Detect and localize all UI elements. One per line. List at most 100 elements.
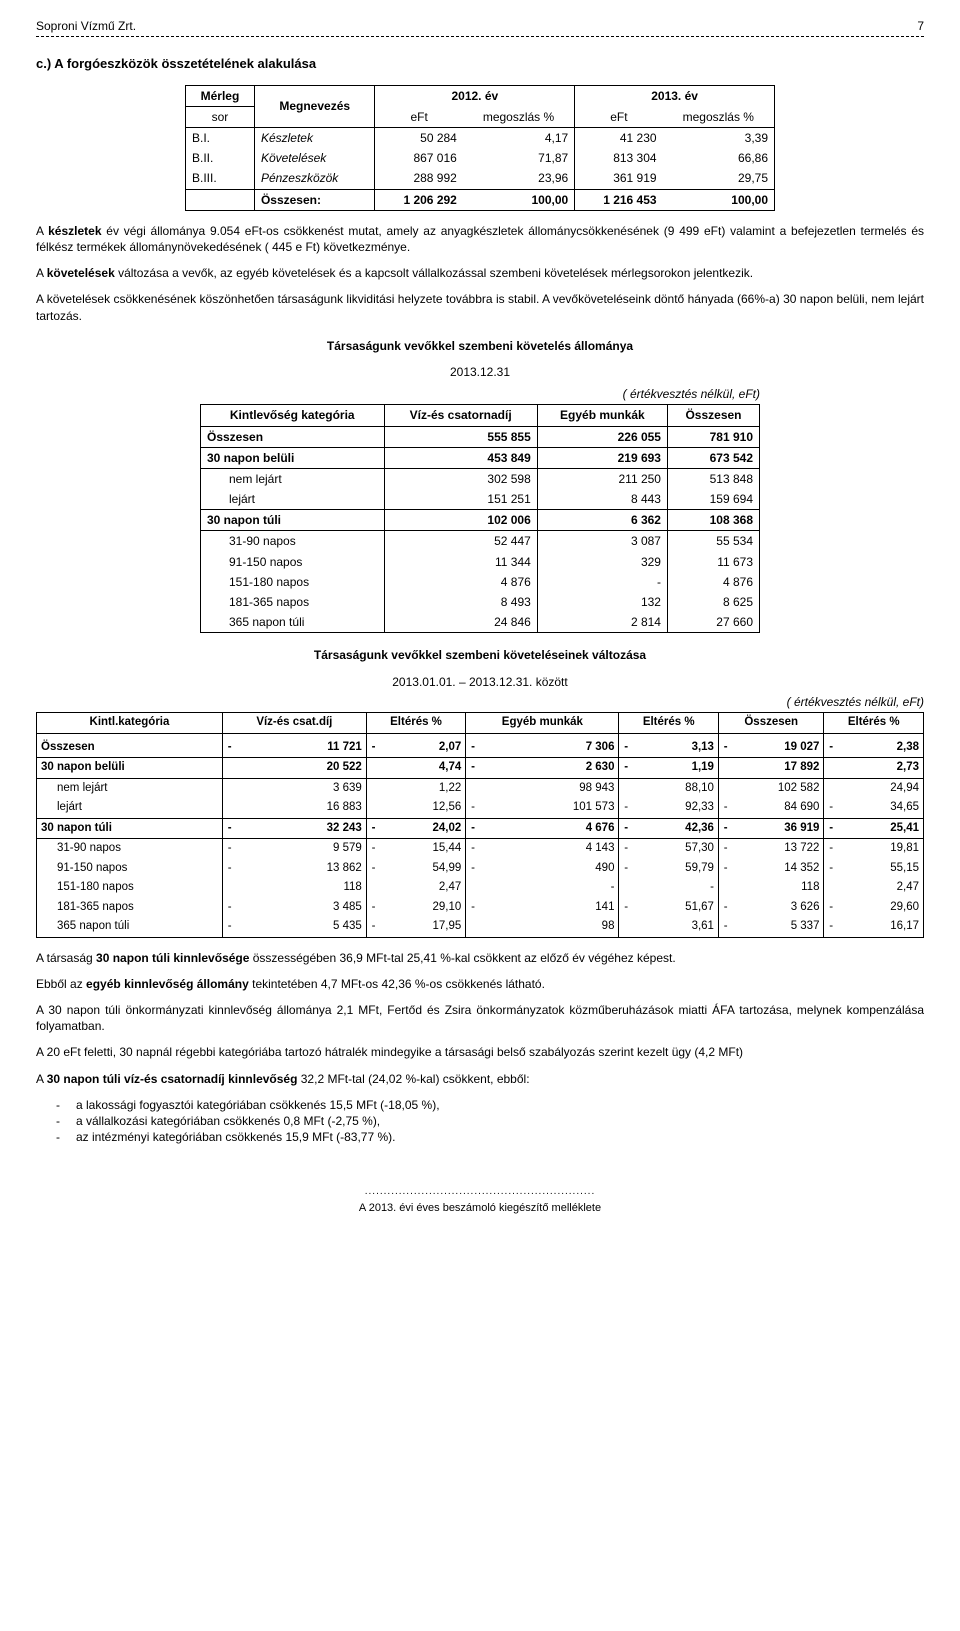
t1-name: Készletek <box>254 128 375 149</box>
bullet-item: a vállalkozási kategóriában csökkenés 0,… <box>76 1113 924 1129</box>
t2-lbl: nem lejárt <box>201 468 385 489</box>
bullet-item: a lakossági fogyasztói kategóriában csök… <box>76 1097 924 1113</box>
table2-wrap: ( értékvesztés nélkül, eFt) Kintlevőség … <box>200 386 760 633</box>
para3: A követelések csökkenésének köszönhetően… <box>36 291 924 323</box>
t2-b: 132 <box>537 592 667 612</box>
para2-bold: követelések <box>47 266 115 280</box>
t2-c: 4 876 <box>667 572 759 592</box>
t1-b: 23,96 <box>463 168 575 189</box>
t1-key: B.II. <box>186 148 255 168</box>
table1: Mérleg Megnevezés 2012. év 2013. év sor … <box>185 85 775 211</box>
t3-title: Társaságunk vevőkkel szembeni követelése… <box>36 647 924 663</box>
t3-h: Egyéb munkák <box>466 712 619 733</box>
t1-b: 4,17 <box>463 128 575 149</box>
t1-d: 29,75 <box>663 168 775 189</box>
t1-h-s1: eFt <box>375 106 463 127</box>
para7: A 20 eFt feletti, 30 napnál régebbi kate… <box>36 1044 924 1060</box>
t3-lbl: lejárt <box>37 798 223 818</box>
t1-h-s4: megoszlás % <box>663 106 775 127</box>
t2-b: 226 055 <box>537 426 667 447</box>
t3-lbl: Összesen <box>37 733 223 758</box>
t2-h: Kintlevőség kategória <box>201 405 385 426</box>
t2-lbl: lejárt <box>201 489 385 510</box>
para4: A társaság 30 napon túli kinnlevősége ös… <box>36 950 924 966</box>
t2-a: 302 598 <box>384 468 537 489</box>
t1-key: B.III. <box>186 168 255 189</box>
t2-c: 781 910 <box>667 426 759 447</box>
para1: A készletek év végi állománya 9.054 eFt-… <box>36 223 924 255</box>
bullet-list: a lakossági fogyasztói kategóriában csök… <box>36 1097 924 1146</box>
t1-name: Pénzeszközök <box>254 168 375 189</box>
t2-lbl: 365 napon túli <box>201 612 385 633</box>
t2-h: Egyéb munkák <box>537 405 667 426</box>
t1-h-y1: 2012. év <box>375 85 575 106</box>
t3-h: Eltérés % <box>366 712 465 733</box>
table3: Kintl.kategóriaVíz-és csat.díjEltérés %E… <box>36 712 924 938</box>
t2-b: 329 <box>537 552 667 572</box>
t1-key: B.I. <box>186 128 255 149</box>
t2-a: 52 447 <box>384 531 537 552</box>
t1-a: 867 016 <box>375 148 463 168</box>
t2-a: 453 849 <box>384 447 537 468</box>
t2-lbl: 30 napon belüli <box>201 447 385 468</box>
table1-wrap: Mérleg Megnevezés 2012. év 2013. év sor … <box>185 85 775 211</box>
t2-a: 151 251 <box>384 489 537 510</box>
t1-h-s3: eFt <box>575 106 663 127</box>
t2-lbl: 30 napon túli <box>201 510 385 531</box>
t3-lbl: 91-150 napos <box>37 859 223 879</box>
t2-b: 2 814 <box>537 612 667 633</box>
t1-h-merleg1: Mérleg <box>186 85 255 106</box>
t1-d: 3,39 <box>663 128 775 149</box>
t2-c: 513 848 <box>667 468 759 489</box>
para1-bold: készletek <box>48 224 101 238</box>
header-company: Soproni Vízmű Zrt. <box>36 18 136 34</box>
t3-lbl: 181-365 napos <box>37 898 223 918</box>
t1-h-s2: megoszlás % <box>463 106 575 127</box>
t3-h: Eltérés % <box>824 712 924 733</box>
page-header: Soproni Vízmű Zrt. 7 <box>36 18 924 34</box>
t3-lbl: 365 napon túli <box>37 917 223 937</box>
t2-a: 11 344 <box>384 552 537 572</box>
bullet-item: az intézményi kategóriában csökkenés 15,… <box>76 1129 924 1145</box>
header-divider <box>36 36 924 37</box>
t2-c: 108 368 <box>667 510 759 531</box>
t3-note: ( értékvesztés nélkül, eFt) <box>36 694 924 710</box>
t3-h: Víz-és csat.díj <box>222 712 366 733</box>
section-c-title: c.) A forgóeszközök összetételének alaku… <box>36 55 924 73</box>
t1-total-lbl: Összesen: <box>254 189 375 210</box>
t2-lbl: 31-90 napos <box>201 531 385 552</box>
t2-a: 8 493 <box>384 592 537 612</box>
t2-c: 27 660 <box>667 612 759 633</box>
t3-h: Kintl.kategória <box>37 712 223 733</box>
t2-b: 3 087 <box>537 531 667 552</box>
footer-text: A 2013. évi éves beszámoló kiegészítő me… <box>36 1201 924 1216</box>
t2-b: 219 693 <box>537 447 667 468</box>
t2-lbl: Összesen <box>201 426 385 447</box>
header-page: 7 <box>917 18 924 34</box>
t2-b: - <box>537 572 667 592</box>
t2-c: 159 694 <box>667 489 759 510</box>
t1-b: 71,87 <box>463 148 575 168</box>
t1-name: Követelések <box>254 148 375 168</box>
t2-lbl: 181-365 napos <box>201 592 385 612</box>
para2: A követelések változása a vevők, az egyé… <box>36 265 924 281</box>
para5: Ebből az egyéb kinnlevőség állomány teki… <box>36 976 924 992</box>
footer-dots: ........................................… <box>36 1185 924 1199</box>
t2-b: 211 250 <box>537 468 667 489</box>
t2-a: 102 006 <box>384 510 537 531</box>
t2-b: 6 362 <box>537 510 667 531</box>
t2-h: Víz-és csatornadíj <box>384 405 537 426</box>
t2-h: Összesen <box>667 405 759 426</box>
t2-title: Társaságunk vevőkkel szembeni követelés … <box>36 338 924 354</box>
t3-date: 2013.01.01. – 2013.12.31. között <box>36 674 924 690</box>
t2-a: 4 876 <box>384 572 537 592</box>
t2-date: 2013.12.31 <box>36 364 924 380</box>
t1-c: 813 304 <box>575 148 663 168</box>
t1-a: 288 992 <box>375 168 463 189</box>
t3-lbl: 30 napon túli <box>37 818 223 839</box>
t3-h: Eltérés % <box>619 712 718 733</box>
para8: A 30 napon túli víz-és csatornadíj kinnl… <box>36 1071 924 1087</box>
t2-b: 8 443 <box>537 489 667 510</box>
t1-c: 361 919 <box>575 168 663 189</box>
para6: A 30 napon túli önkormányzati kinnlevősé… <box>36 1002 924 1034</box>
